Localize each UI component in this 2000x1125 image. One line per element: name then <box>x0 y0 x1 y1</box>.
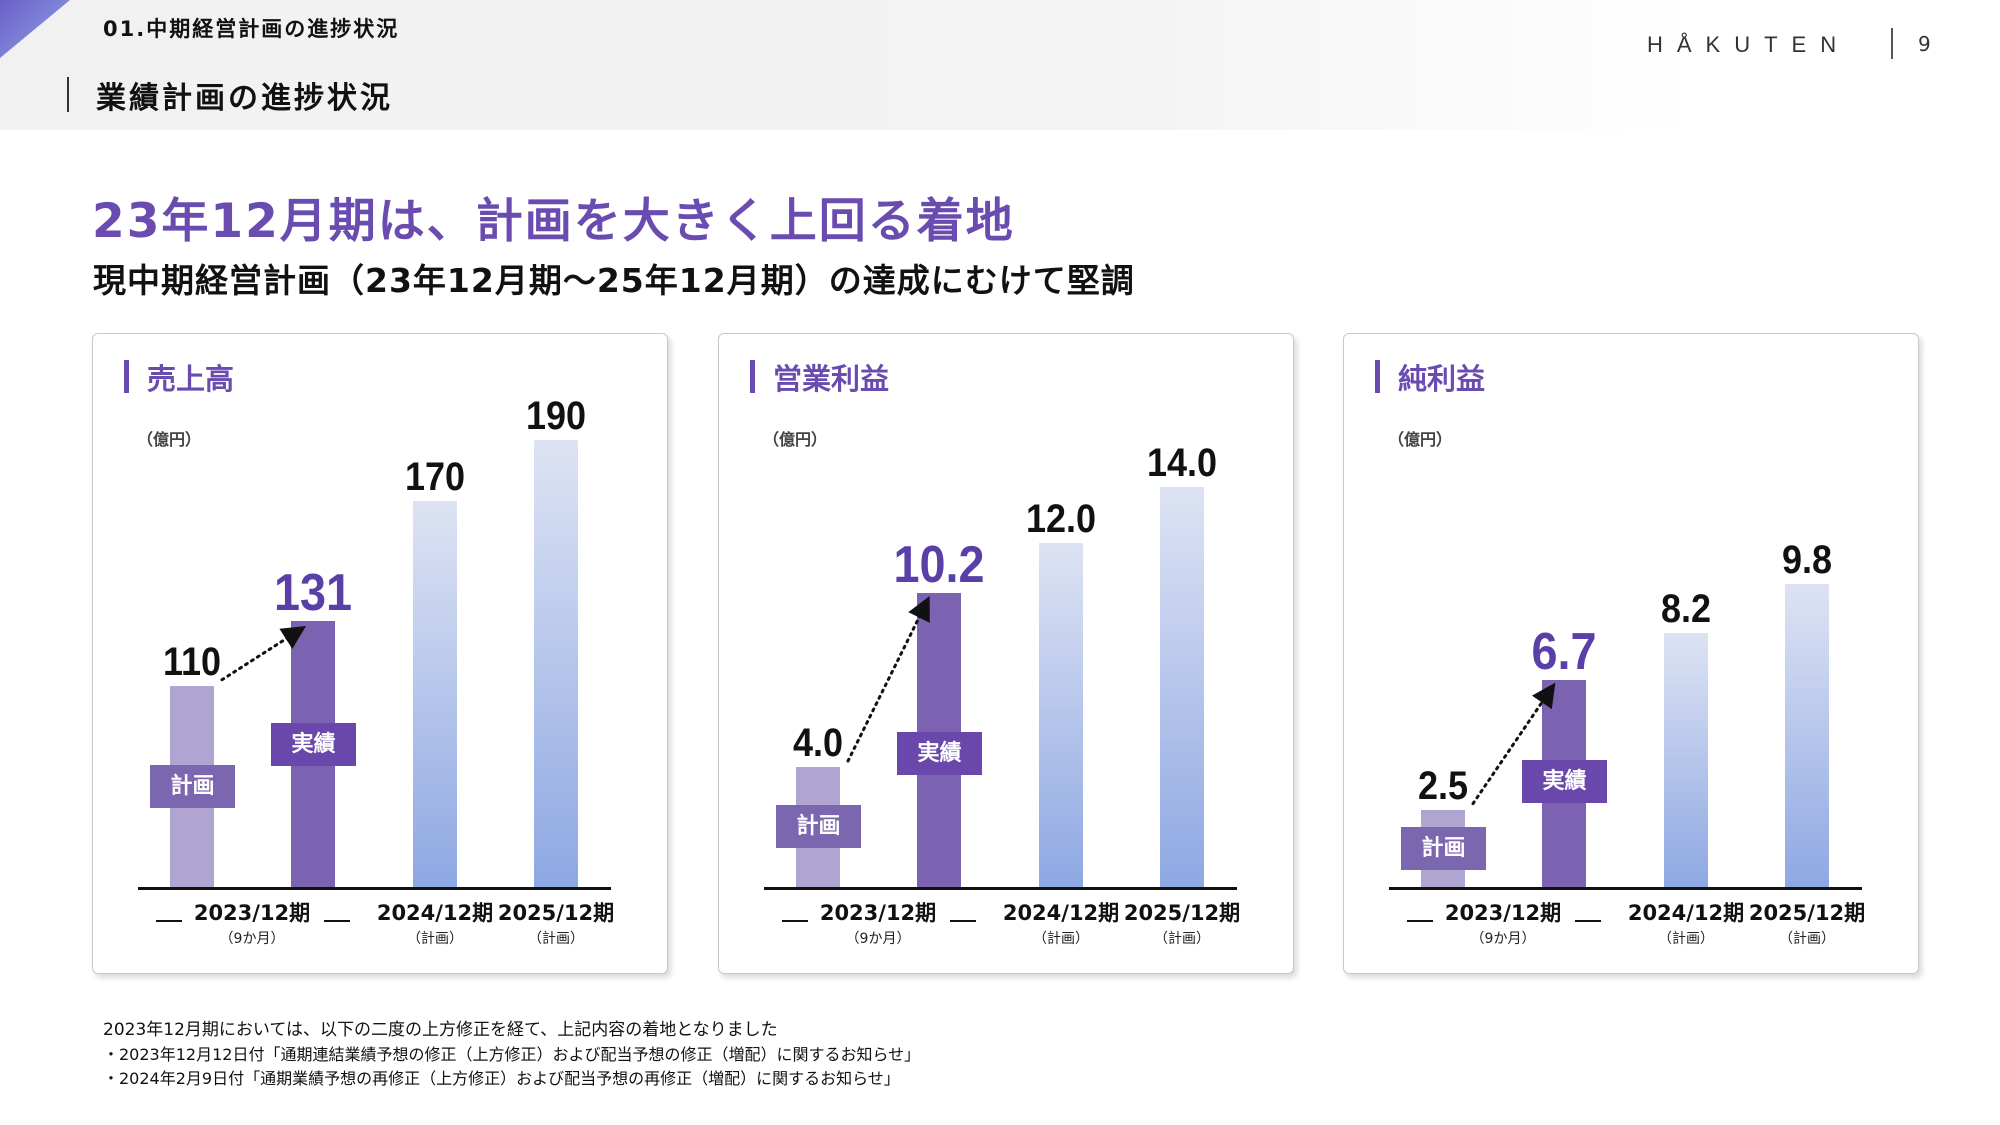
headline: 23年12月期は、計画を大きく上回る着地 <box>92 194 1015 249</box>
x-axis <box>138 887 611 890</box>
x-tick-sublabel: （計画） <box>1779 931 1835 947</box>
x-tick-label: 2025/12期 <box>497 901 615 925</box>
plan-tag: 計画 <box>1401 827 1486 870</box>
x-tick-sublabel: （計画） <box>528 931 584 947</box>
subheadline: 現中期経営計画（23年12月期〜25年12月期）の達成にむけて堅調 <box>93 261 1135 300</box>
x-tick-sublabel: （9か月） <box>1470 931 1536 947</box>
x-tick-label: 2025/12期 <box>1123 901 1241 925</box>
dotted-arrow-icon <box>1471 682 1556 806</box>
x-tick-sublabel: （9か月） <box>219 931 285 947</box>
axis-dash <box>156 920 182 922</box>
bar-3 <box>1160 487 1204 887</box>
page-number: 9 <box>1918 32 1931 56</box>
unit-label: （億円） <box>763 430 828 449</box>
x-tick-label: 2023/12期 <box>1444 901 1562 925</box>
title-accent-bar <box>124 360 129 393</box>
x-axis <box>1389 887 1862 890</box>
value-label: 14.0 <box>1146 441 1218 485</box>
actual-tag: 実績 <box>1522 760 1607 803</box>
bar-2 <box>413 501 457 887</box>
axis-dash <box>950 920 976 922</box>
x-tick-sublabel: （9か月） <box>845 931 911 947</box>
value-label: 131 <box>273 564 353 623</box>
axis-dash <box>324 920 350 922</box>
bar-3 <box>534 439 578 887</box>
value-label: 10.2 <box>893 536 985 595</box>
value-label: 110 <box>162 639 222 684</box>
company-logo: HÅKUTEN <box>1647 32 1851 57</box>
bar-2 <box>1039 543 1083 887</box>
bar-3 <box>1785 583 1829 887</box>
chart-title: 売上高 <box>147 362 235 396</box>
axis-dash <box>782 920 808 922</box>
title-divider <box>67 77 69 112</box>
x-tick-label: 2025/12期 <box>1748 901 1866 925</box>
dotted-arrow-icon <box>220 625 307 682</box>
x-tick-label: 2024/12期 <box>376 901 494 925</box>
footer-note: 2023年12月期においては、以下の二度の上方修正を経て、上記内容の着地となりま… <box>103 1020 778 1040</box>
unit-label: （億円） <box>1388 430 1453 449</box>
x-tick-sublabel: （計画） <box>1658 931 1714 947</box>
title-accent-bar <box>1375 360 1380 393</box>
footer-item: ・2023年12月12日付「通期連結業績予想の修正（上方修正）および配当予想の修… <box>103 1045 921 1064</box>
x-tick-label: 2024/12期 <box>1002 901 1120 925</box>
axis-dash <box>1575 920 1601 922</box>
page-title: 業績計画の進捗状況 <box>96 81 393 116</box>
chart-panel-operating-profit: 営業利益 （億円） 4.0 10.2 12.0 14.0 計画 実績 2023/12期 （9か… <box>718 333 1294 974</box>
x-tick-sublabel: （計画） <box>407 931 463 947</box>
actual-tag: 実績 <box>897 732 982 775</box>
value-label: 12.0 <box>1025 497 1097 541</box>
value-label: 9.8 <box>1781 537 1833 582</box>
x-axis <box>764 887 1237 890</box>
plan-tag: 計画 <box>776 805 861 848</box>
chart-panel-net-profit: 純利益 （億円） 2.5 6.7 8.2 9.8 計画 実績 2023/12期 （9か月） 20… <box>1343 333 1919 974</box>
chart-panel-sales: 売上高 （億円） 110 131 170 190 計画 実績 2023/12期 （9か月） 20… <box>92 333 668 974</box>
footer-item: ・2024年2月9日付「通期業績予想の再修正（上方修正）および配当予想の再修正（… <box>103 1069 900 1088</box>
value-label: 4.0 <box>792 721 844 765</box>
header-band: 01.中期経営計画の進捗状況 業績計画の進捗状況 HÅKUTEN 9 <box>0 0 2000 130</box>
x-tick-sublabel: （計画） <box>1154 931 1210 947</box>
bar-2 <box>1664 633 1708 887</box>
section-label: 01.中期経営計画の進捗状況 <box>103 17 400 41</box>
dotted-arrow-icon <box>846 596 930 763</box>
x-tick-sublabel: （計画） <box>1033 931 1089 947</box>
value-label: 6.7 <box>1531 622 1597 681</box>
actual-tag: 実績 <box>271 723 356 766</box>
corner-accent <box>0 0 70 58</box>
value-label: 2.5 <box>1417 763 1469 808</box>
value-label: 190 <box>525 393 587 438</box>
logo-divider <box>1891 28 1893 59</box>
x-tick-label: 2023/12期 <box>193 901 311 925</box>
x-tick-label: 2024/12期 <box>1627 901 1745 925</box>
unit-label: （億円） <box>137 430 202 449</box>
value-label: 170 <box>404 455 466 500</box>
chart-title: 営業利益 <box>773 362 890 396</box>
value-label: 8.2 <box>1660 587 1712 632</box>
axis-dash <box>1407 920 1433 922</box>
x-tick-label: 2023/12期 <box>819 901 937 925</box>
chart-title: 純利益 <box>1398 362 1486 396</box>
plan-tag: 計画 <box>150 765 235 808</box>
title-accent-bar <box>750 360 755 393</box>
